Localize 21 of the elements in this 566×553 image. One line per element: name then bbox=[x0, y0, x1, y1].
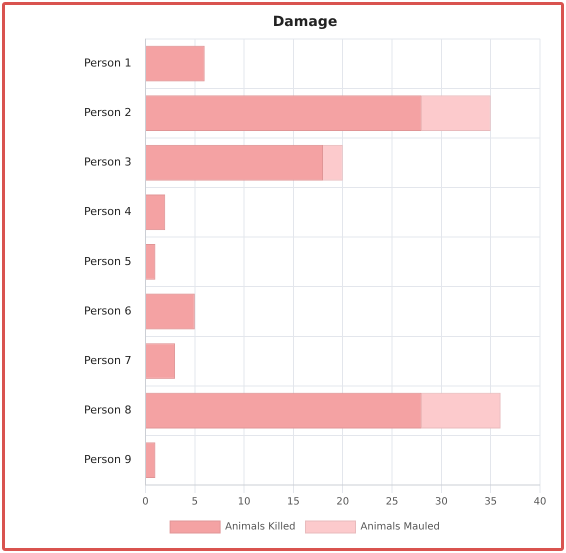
y-tick-label: Person 4 bbox=[84, 205, 132, 218]
y-tick-label: Person 6 bbox=[84, 304, 132, 318]
y-tick-label: Person 7 bbox=[84, 354, 132, 367]
x-tick-label: 40 bbox=[534, 496, 546, 508]
x-tick-label: 15 bbox=[287, 496, 300, 508]
x-tick-label: 30 bbox=[435, 496, 448, 508]
y-tick-label: Person 8 bbox=[84, 403, 132, 416]
y-tick-label: Person 3 bbox=[84, 156, 132, 169]
x-tick-label: 0 bbox=[142, 496, 149, 508]
x-tick-label: 35 bbox=[484, 496, 498, 508]
x-tick-label: 10 bbox=[238, 496, 250, 508]
y-tick-label: Person 1 bbox=[84, 56, 132, 70]
legend-label: Animals Killed bbox=[225, 522, 296, 533]
x-tick-label: 25 bbox=[386, 496, 398, 508]
y-tick-label: Person 5 bbox=[84, 254, 132, 268]
legend-label: Animals Mauled bbox=[360, 522, 440, 533]
y-tick-label: Person 9 bbox=[84, 453, 132, 466]
y-tick-label: Person 2 bbox=[84, 106, 132, 120]
chart-title: Damage bbox=[272, 14, 338, 30]
x-tick-label: 20 bbox=[336, 496, 350, 508]
x-tick-label: 5 bbox=[192, 496, 198, 508]
